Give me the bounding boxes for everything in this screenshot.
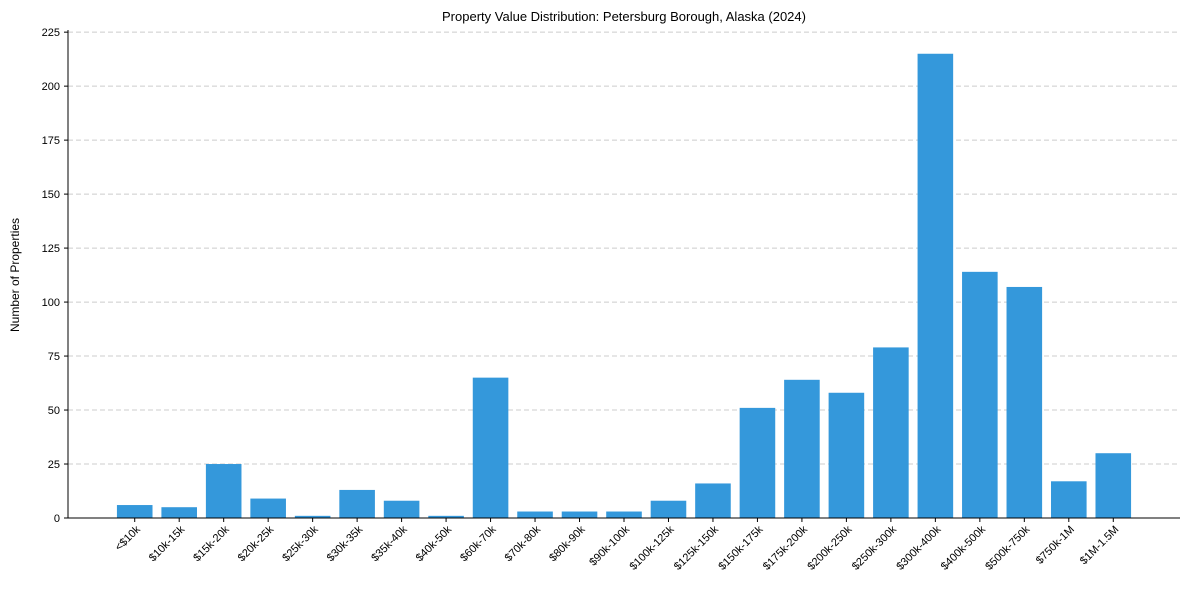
y-tick-label: 25 [48,459,60,471]
y-tick-label: 225 [42,27,60,39]
x-tick-label: $750k-1M [1034,524,1077,567]
bar-$60k-70k [472,377,509,518]
bar-$80k-90k [561,511,598,518]
chart-title: Property Value Distribution: Petersburg … [442,9,806,24]
x-tick-label: $35k-40k [369,523,410,564]
y-tick-label: 150 [42,189,60,201]
x-tick-label: $15k-20k [191,523,232,564]
bar-$125k-150k [695,483,731,518]
x-tick-label: $500k-750k [983,523,1032,572]
x-tick-label: $80k-90k [547,523,588,564]
x-tick-label: $70k-80k [503,523,544,564]
y-tick-label: 50 [48,405,60,417]
bar-<$10k [116,505,153,518]
bar-$400k-500k [962,271,998,518]
x-tick-label: $60k-70k [458,523,499,564]
y-axis-label: Number of Properties [8,218,22,332]
y-tick-label: 200 [42,81,60,93]
bar-$20k-25k [250,498,286,518]
x-tick-label: $300k-400k [894,523,943,572]
x-tick-label: <$10k [113,523,143,553]
x-tick-label: $125k-150k [672,523,721,572]
bar-$750k-1M [1051,481,1087,518]
bar-$500k-750k [1006,286,1043,518]
x-tick-label: $10k-15k [147,523,188,564]
bar-$30k-35k [339,489,375,518]
x-tick-label: $20k-25k [236,523,277,564]
x-tick-label: $30k-35k [325,523,366,564]
x-tick-label: $1M-1.5M [1078,524,1122,568]
bar-$200k-250k [828,392,865,518]
x-tick-label: $400k-500k [939,523,988,572]
x-tick-label: $40k-50k [414,523,455,564]
bar-$1M-1.5M [1095,453,1132,518]
x-tick-label: $100k-125k [627,523,676,572]
bar-$70k-80k [517,511,553,518]
x-tick-label: $175k-200k [761,523,810,572]
bar-$15k-20k [205,464,242,518]
x-tick-label: $200k-250k [805,523,854,572]
bar-$300k-400k [917,53,954,519]
bar-$35k-40k [383,500,420,518]
y-tick-label: 125 [42,243,60,255]
x-tick-label: $25k-30k [280,523,321,564]
y-tick-label: 175 [42,135,60,147]
y-tick-label: 0 [54,513,60,525]
bar-$175k-200k [784,379,820,518]
bar-$25k-30k [294,515,331,518]
bar-$250k-300k [873,347,909,518]
y-tick-label: 100 [42,297,60,309]
bar-$90k-100k [606,511,642,518]
x-tick-label: $150k-175k [716,523,765,572]
x-tick-label: $250k-300k [850,523,899,572]
bar-$100k-125k [650,500,687,518]
bar-$10k-15k [161,507,197,518]
bar-$40k-50k [428,515,464,518]
x-tick-label: $90k-100k [587,523,632,568]
bar-$150k-175k [739,407,776,518]
y-tick-label: 75 [48,351,60,363]
